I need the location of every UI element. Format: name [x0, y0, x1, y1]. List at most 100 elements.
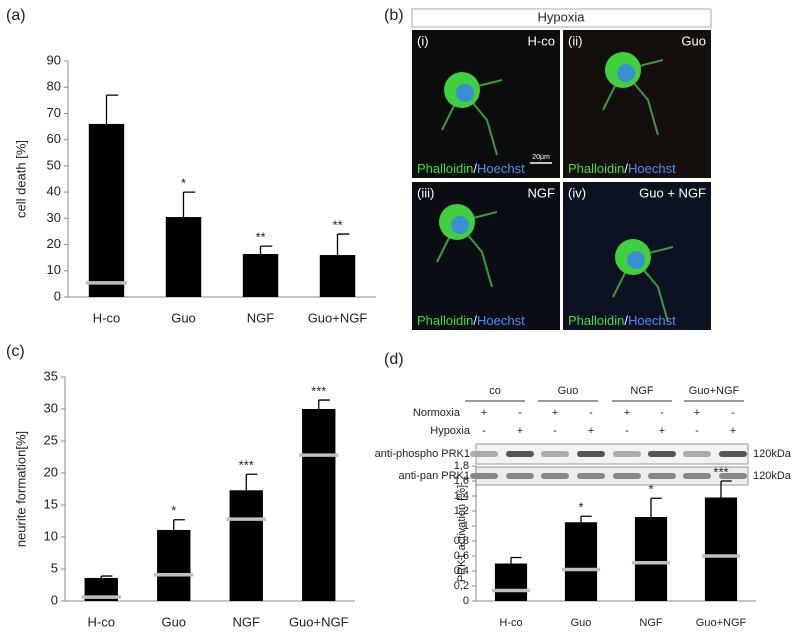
stain-legend: Phalloidin/Hoechst — [417, 313, 525, 328]
stain-name: / — [473, 313, 477, 328]
sign: + — [588, 425, 594, 437]
y-tick-label: 10 — [44, 528, 58, 543]
row-label: Hypoxia — [430, 425, 471, 437]
x-tick-label: Guo — [571, 617, 592, 629]
band — [506, 451, 534, 457]
bar — [319, 255, 356, 297]
bar — [704, 497, 738, 601]
sign: + — [730, 425, 736, 437]
sign: + — [694, 407, 700, 419]
micrograph: (i) H-co Phalloidin/Hoechst 20µm — [412, 30, 560, 178]
x-tick-label: Guo — [161, 614, 186, 629]
significance: * — [648, 482, 653, 497]
y-tick-label: 50 — [47, 157, 61, 172]
stain-name: Hoechst — [628, 161, 676, 176]
sign: - — [553, 425, 557, 437]
x-tick-label: NGF — [639, 617, 663, 629]
stain-legend: Phalloidin/Hoechst — [568, 313, 676, 328]
band — [613, 451, 641, 457]
stain-name: / — [624, 313, 628, 328]
bar — [84, 577, 118, 601]
stain-legend: Phalloidin/Hoechst — [417, 161, 525, 176]
error-bar — [182, 191, 196, 218]
y-tick-label: 1 — [463, 520, 469, 532]
band — [470, 451, 498, 457]
tile-index: (iv) — [568, 185, 586, 200]
y-tick-label: 35 — [44, 368, 58, 383]
band — [541, 451, 569, 457]
bar — [165, 217, 202, 297]
band — [577, 451, 605, 457]
y-tick-label: 5 — [51, 560, 58, 575]
y-tick-label: 15 — [44, 496, 58, 511]
tile-index: (iii) — [417, 185, 434, 200]
error-bar — [650, 497, 662, 517]
stain-legend: Phalloidin/Hoechst — [568, 161, 676, 176]
stain-name: Phalloidin — [568, 161, 624, 176]
y-tick-label: 1,2 — [454, 505, 469, 517]
micrograph-header: Hypoxia — [538, 9, 586, 24]
y-tick-label: 90 — [47, 52, 61, 67]
error-bar — [105, 94, 119, 124]
chart: 0 10 20 30 40 50 60 70 80 90 cell death [%] H-co Guo… — [13, 52, 376, 325]
stain-name: Hoechst — [477, 161, 525, 176]
tile-index: (ii) — [568, 33, 582, 48]
stain-name: Phalloidin — [417, 313, 473, 328]
significance: *** — [311, 383, 326, 398]
nucleus — [627, 251, 645, 269]
y-tick-label: 1,4 — [454, 490, 469, 502]
y-tick-label: 0 — [463, 595, 469, 607]
panel-label: (a) — [6, 7, 26, 24]
panel-label: (c) — [6, 343, 25, 360]
error-bar — [510, 556, 522, 564]
sign: + — [481, 407, 487, 419]
group-label: NGF — [630, 385, 654, 397]
bar — [229, 490, 263, 601]
band — [683, 451, 711, 457]
image — [563, 30, 711, 178]
y-tick-label: 1,8 — [454, 460, 469, 472]
band-label: anti-phospho PRK1 — [375, 448, 470, 460]
significance: * — [171, 503, 176, 518]
stain-name: Hoechst — [477, 313, 525, 328]
error-bar — [100, 575, 113, 578]
y-tick-label: 30 — [47, 210, 61, 225]
micrograph: (iii) NGF Phalloidin/Hoechst — [412, 182, 560, 330]
nucleus — [456, 84, 474, 102]
sign: - — [660, 407, 664, 419]
image — [412, 30, 560, 178]
x-tick-label: NGF — [233, 614, 261, 629]
band — [719, 451, 747, 457]
significance: ** — [332, 218, 342, 233]
band — [683, 473, 711, 479]
sign: + — [659, 425, 665, 437]
header-box — [411, 8, 712, 28]
group-label: Guo — [558, 385, 579, 397]
panel-label: (d) — [384, 351, 404, 368]
x-tick-label: H-co — [499, 617, 522, 629]
y-tick-label: 0,2 — [454, 580, 469, 592]
nucleus — [451, 216, 469, 234]
band — [577, 473, 605, 479]
tile-label: Guo + NGF — [639, 185, 706, 200]
band-size: 120kDa — [753, 470, 792, 482]
y-tick-label: 0 — [51, 592, 58, 607]
error-bar — [245, 473, 258, 491]
micrograph: (ii) Guo Phalloidin/Hoechst — [563, 30, 711, 178]
y-tick-label: 0,6 — [454, 550, 469, 562]
error-bar — [336, 233, 350, 256]
x-tick-label: Guo — [171, 310, 196, 325]
row-label: Normoxia — [413, 407, 461, 419]
y-tick-label: 10 — [47, 262, 61, 277]
sign: - — [589, 407, 593, 419]
sign: - — [695, 425, 699, 437]
image — [412, 182, 560, 330]
panel-label: (b) — [384, 7, 404, 24]
band — [648, 451, 676, 457]
tile-label: H-co — [528, 33, 555, 48]
tile-label: NGF — [528, 185, 556, 200]
error-bar — [580, 515, 592, 523]
significance: *** — [713, 464, 728, 479]
